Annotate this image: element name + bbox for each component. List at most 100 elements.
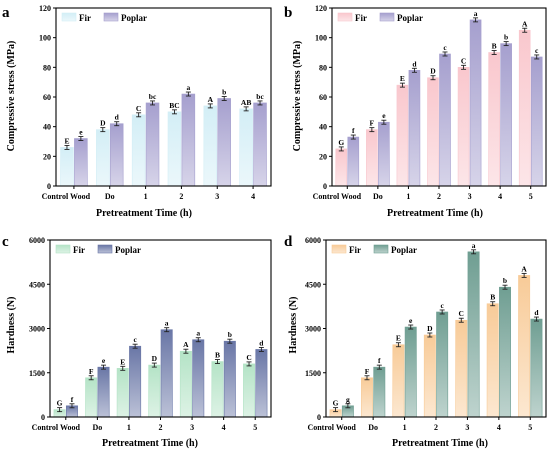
significance-label: b (504, 33, 508, 42)
significance-label: bc (149, 92, 157, 101)
bar-fir (239, 108, 253, 187)
significance-label: C (461, 56, 466, 65)
bar-fir (203, 105, 218, 187)
y-tick-label: 0 (323, 182, 327, 191)
y-axis-label: Hardness (N) (288, 297, 299, 354)
bar-fir (148, 364, 161, 418)
y-axis-label: Compressive stress (MPa) (292, 41, 303, 152)
bar-poplar (408, 70, 421, 187)
bar-poplar (378, 121, 390, 187)
y-tick-label: 0 (41, 413, 45, 422)
bar-poplar (255, 349, 268, 418)
significance-label: c (443, 43, 447, 52)
significance-label: g (346, 395, 350, 404)
legend-label: Fir (73, 245, 85, 255)
significance-label: f (71, 395, 74, 404)
panel-letter: c (2, 234, 9, 250)
y-tick-label: 100 (39, 34, 51, 43)
x-tick-label: 4 (251, 192, 255, 201)
significance-label: d (412, 59, 417, 68)
bar-poplar (160, 329, 173, 418)
significance-label: c (133, 335, 137, 344)
significance-label: G (333, 399, 339, 408)
bar-fir (243, 363, 256, 418)
legend-label: Poplar (391, 245, 417, 255)
significance-label: a (472, 241, 476, 250)
x-axis-label: Pretreatment Time (h) (387, 208, 483, 219)
y-tick-label: 6000 (29, 236, 45, 245)
y-tick-label: 60 (319, 93, 327, 102)
legend-swatch (373, 244, 389, 254)
bar-fir (488, 52, 500, 187)
x-tick-label: Control Wood (32, 423, 81, 432)
x-tick-label: 4 (222, 423, 226, 432)
x-tick-label: 3 (465, 423, 469, 432)
significance-label: D (152, 354, 158, 363)
significance-label: d (259, 338, 264, 347)
x-tick-label: 1 (403, 423, 407, 432)
bar-poplar (467, 251, 480, 418)
legend-swatch (97, 244, 113, 254)
significance-label: A (522, 19, 528, 28)
legend-swatch (61, 12, 77, 22)
bar-poplar (499, 286, 511, 418)
bar-poplar (217, 98, 231, 187)
x-tick-label: Do (105, 192, 115, 201)
x-tick-label: 2 (179, 192, 183, 201)
x-tick-label: 3 (215, 192, 219, 201)
significance-label: E (396, 334, 401, 343)
plot-frame (49, 239, 272, 418)
x-tick-label: 2 (434, 423, 438, 432)
significance-label: D (430, 67, 436, 76)
y-axis-label: Compressive stress (MPa) (6, 41, 17, 152)
x-axis-label: Pretreatment Time (h) (96, 208, 192, 219)
y-tick-label: 80 (43, 63, 51, 72)
x-axis-label: Pretreatment Time (h) (392, 438, 488, 449)
significance-label: D (100, 119, 106, 128)
legend-swatch (331, 244, 347, 254)
bar-poplar (530, 56, 543, 187)
bar-poplar (404, 326, 417, 418)
bar-poplar (436, 311, 449, 418)
bar-poplar (109, 123, 124, 187)
y-tick-label: 120 (39, 4, 51, 13)
bar-poplar (373, 366, 386, 418)
bar-fir (179, 350, 192, 418)
significance-label: D (427, 324, 433, 333)
significance-label: A (521, 264, 527, 273)
bar-poplar (74, 138, 88, 187)
significance-label: B (490, 293, 495, 302)
x-tick-label: 5 (253, 423, 257, 432)
y-tick-label: 4500 (305, 280, 321, 289)
legend-swatch (379, 12, 395, 22)
bar-poplar (347, 136, 360, 187)
significance-label: a (186, 83, 190, 92)
significance-label: E (120, 357, 125, 366)
bar-fir (455, 319, 468, 418)
y-tick-label: 100 (315, 34, 327, 43)
bar-fir (211, 361, 224, 418)
legend-label: Fir (355, 13, 367, 23)
plot-frame (55, 7, 272, 187)
panel-b: b Compressive stress (MPa) Pretreatment … (284, 4, 547, 219)
significance-label: c (535, 46, 539, 55)
y-tick-label: 3000 (305, 325, 321, 334)
x-tick-label: 3 (468, 192, 472, 201)
bar-poplar (97, 366, 110, 418)
bar-fir (131, 114, 146, 187)
significance-label: f (378, 356, 381, 365)
x-tick-label: 2 (159, 423, 163, 432)
bar-fir (366, 129, 378, 187)
significance-label: G (57, 399, 63, 408)
significance-label: e (382, 111, 386, 120)
significance-label: A (208, 95, 214, 104)
significance-label: a (196, 329, 200, 338)
x-tick-label: 4 (498, 192, 502, 201)
y-tick-label: 60 (43, 93, 51, 102)
bar-poplar (530, 318, 543, 418)
bar-poplar (500, 43, 512, 187)
x-tick-label: 1 (144, 192, 148, 201)
y-tick-label: 20 (319, 152, 327, 161)
plot-frame (325, 239, 547, 418)
y-tick-label: 6000 (305, 236, 321, 245)
